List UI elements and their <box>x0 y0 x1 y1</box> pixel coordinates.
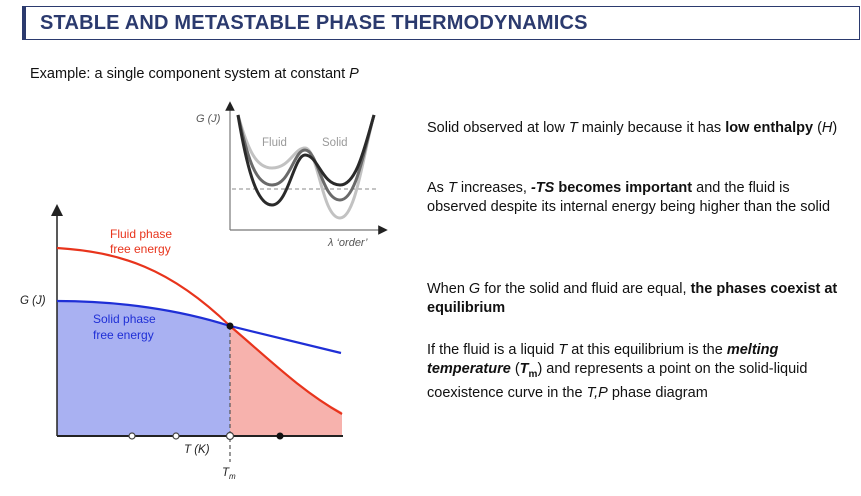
main-x-label: T (K) <box>184 444 210 456</box>
inset-plot: G (J) λ ‘order’ Fluid Solid <box>196 101 388 249</box>
inset-curve-dark <box>236 114 376 207</box>
main-y-label: G (J) <box>20 295 46 307</box>
axis-marker-tm <box>225 431 235 441</box>
main-plot: G (J) T (K) Tm Fluid phase free energy S… <box>20 204 343 481</box>
equilibrium-point <box>226 322 234 330</box>
paragraph-4: If the fluid is a liquid T at this equil… <box>427 342 808 401</box>
fluid-label-2: free energy <box>110 242 171 256</box>
solid-curve <box>56 299 342 355</box>
fluid-label-1: Fluid phase <box>110 227 172 241</box>
solid-label-1: Solid phase <box>93 312 156 326</box>
paragraph-3: When G for the solid and fluid are equal… <box>427 281 838 316</box>
tm-label: Tm <box>222 467 236 481</box>
inset-x-label: λ ‘order’ <box>327 237 368 249</box>
inset-curve-mid <box>236 114 376 202</box>
tm-label-sub: m <box>229 472 236 481</box>
inset-fluid-label: Fluid <box>262 137 287 149</box>
inset-solid-label: Solid <box>322 137 348 149</box>
tm-label-main: T <box>222 467 230 479</box>
solid-label-2: free energy <box>93 328 154 342</box>
slide-title: STABLE AND METASTABLE PHASE THERMODYNAMI… <box>40 12 588 34</box>
axis-marker-3 <box>276 432 284 440</box>
fluid-fill-region <box>230 326 342 436</box>
paragraph-2: As T increases, -TS becomes important an… <box>427 180 831 215</box>
subtitle-prefix: Example: a single component system at co… <box>30 66 350 82</box>
fluid-curve <box>56 246 343 415</box>
axis-marker-1 <box>128 432 136 440</box>
title-bar: STABLE AND METASTABLE PHASE THERMODYNAMI… <box>22 6 860 40</box>
subtitle-var: P <box>349 66 359 82</box>
slide-subtitle: Example: a single component system at co… <box>30 66 359 82</box>
solid-fill-region <box>57 301 230 436</box>
inset-y-label: G (J) <box>196 113 221 125</box>
paragraph-1: Solid observed at low T mainly because i… <box>427 120 838 136</box>
inset-curve-light <box>236 114 376 220</box>
axis-marker-2 <box>172 432 180 440</box>
